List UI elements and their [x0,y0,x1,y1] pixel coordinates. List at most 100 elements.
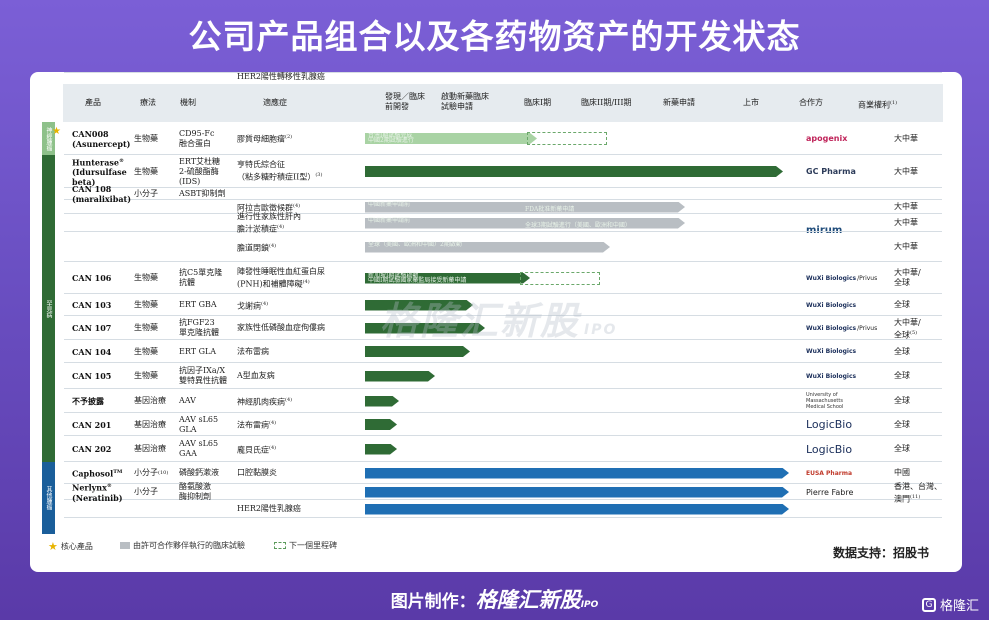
partner-logo: LogicBio [806,413,852,436]
text: FDA批准新藥申請 [525,205,575,213]
text: CAN 201 [72,419,112,430]
commercial-rights: 全球 [894,300,910,310]
text: (3) [315,172,323,179]
indication: 戈謝病(4) [237,294,268,316]
text: 生物藥 [134,371,158,380]
table-row: CAN 202 基因治療 AAV sL65 GAA 龐貝氏症(4) LogicBio 全球 [64,436,942,462]
text: 膠質母細胞瘤 [237,134,285,144]
dashed-arrow-icon [274,542,286,549]
text: 抗FGF23 [179,318,215,327]
category-other-oncology: 其他腫瘤 [42,462,55,534]
table-row: 不予披露 基因治療 AAV 神經肌肉疾病(4) University of Massac… [64,389,942,413]
text: 基因治療 [134,444,166,453]
table-row: 阿拉吉歐徵候群(4) 中國新藥申請前 FDA批准新藥申請 大中華 [64,200,942,214]
text: 戈謝病 [237,301,261,311]
product-name: CAN 105 [72,363,111,389]
progress-bar [365,419,397,430]
text: 大中華 [894,166,918,176]
text: (maralixibat) [72,194,131,204]
text: 大中華 [894,133,918,143]
text: 全球 [894,300,910,309]
text: 膽汁淤積症 [237,224,277,234]
text: beta) [72,177,96,188]
product-name: CAN 202 [72,436,111,462]
text: apogenix [806,134,848,143]
text: Pierre Fabre [806,487,854,497]
table-row: CaphosolTM 小分子 (10) 磷酸鈣漱液 口腔黏膜炎 EUSA Pharma 中國 [64,462,942,484]
progress-bar [365,371,435,382]
text: 大中華 [894,218,918,227]
product-name: CAN 106 [72,262,111,294]
text: 全球 [894,396,910,405]
commercial-rights: 大中華 [894,242,918,252]
text: CAN 106 [72,273,112,283]
indication: 膽道閉鎖(4) [237,232,276,262]
text: WuXi Biologics [806,274,857,282]
text: 全球 [894,371,910,380]
text: 香港、台灣、 [894,482,942,491]
text: 生物藥 [134,166,158,176]
mechanism: ERT GBA [179,294,217,316]
table-row: HER2陽性轉移性乳腺癌 [64,72,942,81]
partner-logo: University of Massachusetts Medical Scho… [806,389,858,413]
text: 雙特異性抗體 [179,376,227,385]
text: (4) [302,278,310,285]
next-milestone-marker [520,271,600,285]
text: 生物藥 [134,323,158,332]
text: （粘多糖貯積症II型） [237,172,316,182]
text: (4) [261,300,269,307]
partner-logo: mirum [806,220,842,240]
mechanism: ERT GLA [179,340,216,363]
commercial-rights: 全球 [894,371,910,381]
text: 中國 [894,468,910,477]
text: WuXi Biologics [806,372,857,380]
text: ASBT抑制劑 [179,189,226,198]
watermark: 格隆汇新股 IPO [380,299,618,343]
text: 抗因子IXa/X [179,366,226,375]
product-name: CAN 103 [72,294,111,316]
text: 小分子 [134,487,158,496]
indication: 口腔黏膜炎 [237,462,277,484]
text: 單克隆抗體 [179,328,219,337]
therapy: 生物藥 [134,340,158,363]
text: GAA [179,449,197,458]
text: (11) [910,494,921,500]
indication: 進行性家族性肝內 膽汁淤積症(4) [237,212,301,234]
header-nda: 新藥申請 [663,98,695,107]
text: Caphosol [72,468,114,479]
text: 抗體 [179,278,195,287]
indication: A型血友病 [237,363,275,389]
text: 家族性低磷酸血症佝僂病 [237,323,325,332]
commercial-rights: 全球 [894,420,910,430]
pipeline-card: 產品 療法 機制 適應症 發現／臨床 前開發 啟動新藥臨床 試驗申請 臨床I期 臨床… [30,72,962,572]
mechanism: 抗C5單克隆 抗體 [179,262,222,294]
progress-bar [365,468,789,479]
table-row: Nerlynx® (Neratinib) 小分子 酪氨酸激 酶抑制劑 Pierre Fab… [64,482,942,504]
text: (PNH)和補體障礙 [237,279,303,289]
text: ERT GLA [179,346,217,356]
commercial-rights: 大中華/全球(5) [894,318,921,341]
bar-label-2: 中國2期試驗進行 [368,138,414,144]
partner-logo: GC Pharma [806,155,856,188]
page-title: 公司产品组合以及各药物资产的开发状态 [188,17,801,56]
text: 全球 [894,278,910,287]
text: 大中華 [894,202,918,211]
header-mechanism: 機制 [180,98,196,107]
text: ® [118,157,124,164]
partner-logo: LogicBio [806,436,852,462]
text: University of Massachusetts Medical Scho… [806,392,844,410]
text: 大中華/ [894,318,921,327]
product-name: Nerlynx® (Neratinib) [72,483,123,503]
text: (2) [285,134,293,141]
text: 全球 [894,419,910,429]
text: 生物藥 [134,273,158,282]
text: 法布雷病 [237,346,269,356]
text: CAN 107 [72,323,112,333]
text: (Neratinib) [72,492,123,503]
text: WuXi Biologics [806,301,857,309]
therapy: 生物藥 [134,155,158,188]
text: (4) [277,223,285,230]
text: CAN 108 [72,184,112,194]
therapy: 生物藥 [134,262,158,294]
next-milestone-marker [527,132,607,145]
